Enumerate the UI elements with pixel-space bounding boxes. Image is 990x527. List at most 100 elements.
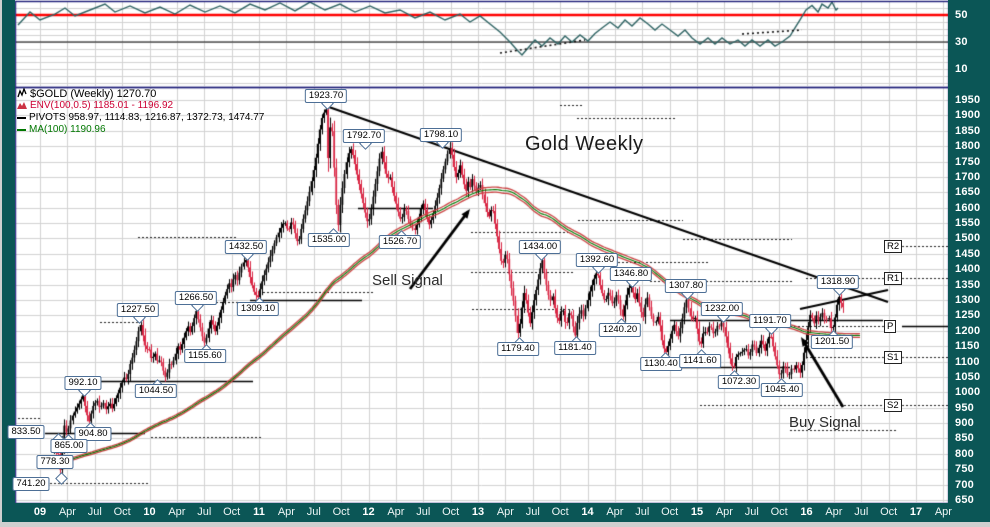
price-callout: 865.00 — [50, 438, 88, 453]
x-axis-quarter: Oct — [113, 506, 131, 518]
price-callout: 1201.50 — [810, 335, 854, 350]
price-callout: 778.30 — [36, 454, 74, 469]
x-axis-year: 16 — [800, 506, 813, 518]
price-callout: 1307.80 — [664, 278, 708, 293]
price-callout: 1526.70 — [378, 235, 422, 250]
y-axis-tick: 1550 — [955, 217, 981, 230]
x-axis-quarter: Oct — [770, 506, 788, 518]
x-axis-year: 12 — [362, 506, 375, 518]
y-axis-tick: 750 — [955, 463, 974, 476]
y-axis-tick: 1650 — [955, 186, 981, 199]
x-axis-quarter: Jul — [635, 506, 650, 518]
x-axis-quarter: Apr — [387, 506, 405, 518]
x-axis-quarter: Oct — [551, 506, 569, 518]
y-axis-tick: 1950 — [955, 94, 981, 106]
left-sidebar — [2, 0, 15, 522]
x-axis-quarter: Oct — [442, 506, 460, 518]
price-callout: 1181.40 — [554, 341, 596, 356]
pivot-label-r1: R1 — [884, 271, 903, 285]
y-axis-tick: 1800 — [955, 140, 981, 153]
line-icon — [17, 128, 26, 131]
y-axis-tick: 1850 — [955, 124, 981, 137]
y-axis-tick: 700 — [955, 478, 974, 491]
annotation-sell-signal: Sell Signal — [372, 272, 443, 289]
pivot-label-s1: S1 — [884, 350, 902, 364]
price-callout: 1179.40 — [497, 342, 539, 357]
y-axis-tick: 1150 — [955, 340, 980, 353]
top-axis-tick: 10 — [955, 63, 968, 75]
price-callout: 741.20 — [12, 476, 50, 491]
x-axis-year: 10 — [143, 506, 156, 518]
y-axis-tick: 1000 — [955, 386, 981, 399]
y-axis-tick: 800 — [955, 447, 974, 460]
x-axis-year: 15 — [690, 506, 704, 518]
x-axis-quarter: Jul — [744, 506, 759, 518]
x-axis-quarter: Apr — [58, 506, 76, 518]
y-axis-tick: 850 — [955, 432, 974, 445]
x-axis-quarter: Jul — [854, 506, 869, 518]
top-axis-tick: 30 — [955, 36, 968, 48]
x-axis-quarter: Oct — [332, 506, 350, 518]
x-axis-quarter: Jul — [525, 506, 540, 518]
price-callout: 1432.50 — [224, 240, 268, 255]
y-axis-tick: 650 — [955, 493, 974, 506]
x-axis-quarter: Apr — [168, 506, 186, 518]
x-axis-quarter: Jul — [416, 506, 431, 518]
price-callout: 1072.30 — [717, 375, 761, 390]
x-axis-year: 13 — [471, 506, 485, 518]
legend-symbol-title: $GOLD (Weekly) 1270.70 — [30, 87, 157, 100]
price-callout: 1045.40 — [760, 383, 804, 398]
price-callout: 1434.00 — [518, 239, 562, 254]
x-axis-quarter: Jul — [197, 506, 212, 518]
price-callout: 1535.00 — [307, 232, 351, 247]
price-callout: 1155.60 — [184, 349, 226, 364]
price-callout: 1318.90 — [816, 275, 860, 290]
x-axis-quarter: Apr — [606, 506, 624, 518]
bottom-axis-bar — [15, 503, 990, 522]
price-callout: 1227.50 — [116, 303, 160, 318]
price-callout: 992.10 — [64, 375, 102, 390]
x-axis-year: 09 — [33, 506, 47, 518]
price-callout: 1044.50 — [134, 383, 178, 398]
price-callout: 1141.60 — [679, 353, 721, 368]
y-axis-tick: 1050 — [955, 370, 981, 383]
top-axis-tick: 50 — [955, 9, 968, 21]
legend-envelope: ENV(100,0.5) 1185.01 - 1196.92 — [30, 100, 174, 111]
y-axis-tick: 1400 — [955, 263, 981, 276]
y-axis-tick: 1500 — [955, 232, 981, 245]
price-callout: 1923.70 — [304, 89, 348, 104]
right-axis-bar — [948, 0, 990, 522]
y-axis-tick: 1100 — [955, 355, 980, 368]
sparkline-icon — [17, 85, 27, 103]
price-callout: 1346.80 — [609, 266, 653, 281]
line-icon — [17, 116, 26, 119]
annotation-gold-weekly: Gold Weekly — [525, 133, 644, 155]
area-icon — [17, 97, 27, 115]
chart-legend: $GOLD (Weekly) 1270.70 ENV(100,0.5) 1185… — [17, 85, 265, 136]
y-axis-tick: 1450 — [955, 247, 981, 260]
x-axis-quarter: Jul — [306, 506, 321, 518]
x-axis-year: 14 — [581, 506, 594, 518]
x-axis-quarter: Apr — [825, 506, 843, 518]
y-axis-tick: 1600 — [955, 201, 981, 214]
y-axis-tick: 1900 — [955, 109, 981, 122]
y-axis-tick: 900 — [955, 417, 974, 430]
y-axis-tick: 1300 — [955, 293, 981, 306]
y-axis-tick: 1750 — [955, 155, 981, 168]
pivot-label-r2: R2 — [884, 240, 903, 254]
x-axis-quarter: Jul — [87, 506, 102, 518]
price-callout: 1130.40 — [640, 357, 682, 372]
y-axis-tick: 1250 — [955, 309, 981, 322]
x-axis-year: 17 — [909, 506, 923, 518]
price-callout: 1191.70 — [749, 314, 791, 329]
y-axis-tick: 1200 — [955, 324, 981, 337]
x-axis-quarter: Oct — [661, 506, 679, 518]
x-axis-year: 11 — [253, 506, 265, 518]
window-bottom-margin — [0, 522, 990, 527]
price-callout: 1232.00 — [700, 301, 744, 316]
legend-ma: MA(100) 1190.96 — [29, 124, 106, 135]
legend-pivots: PIVOTS 958.97, 1114.83, 1216.87, 1372.73… — [29, 112, 265, 123]
x-axis-quarter: Oct — [880, 506, 898, 518]
